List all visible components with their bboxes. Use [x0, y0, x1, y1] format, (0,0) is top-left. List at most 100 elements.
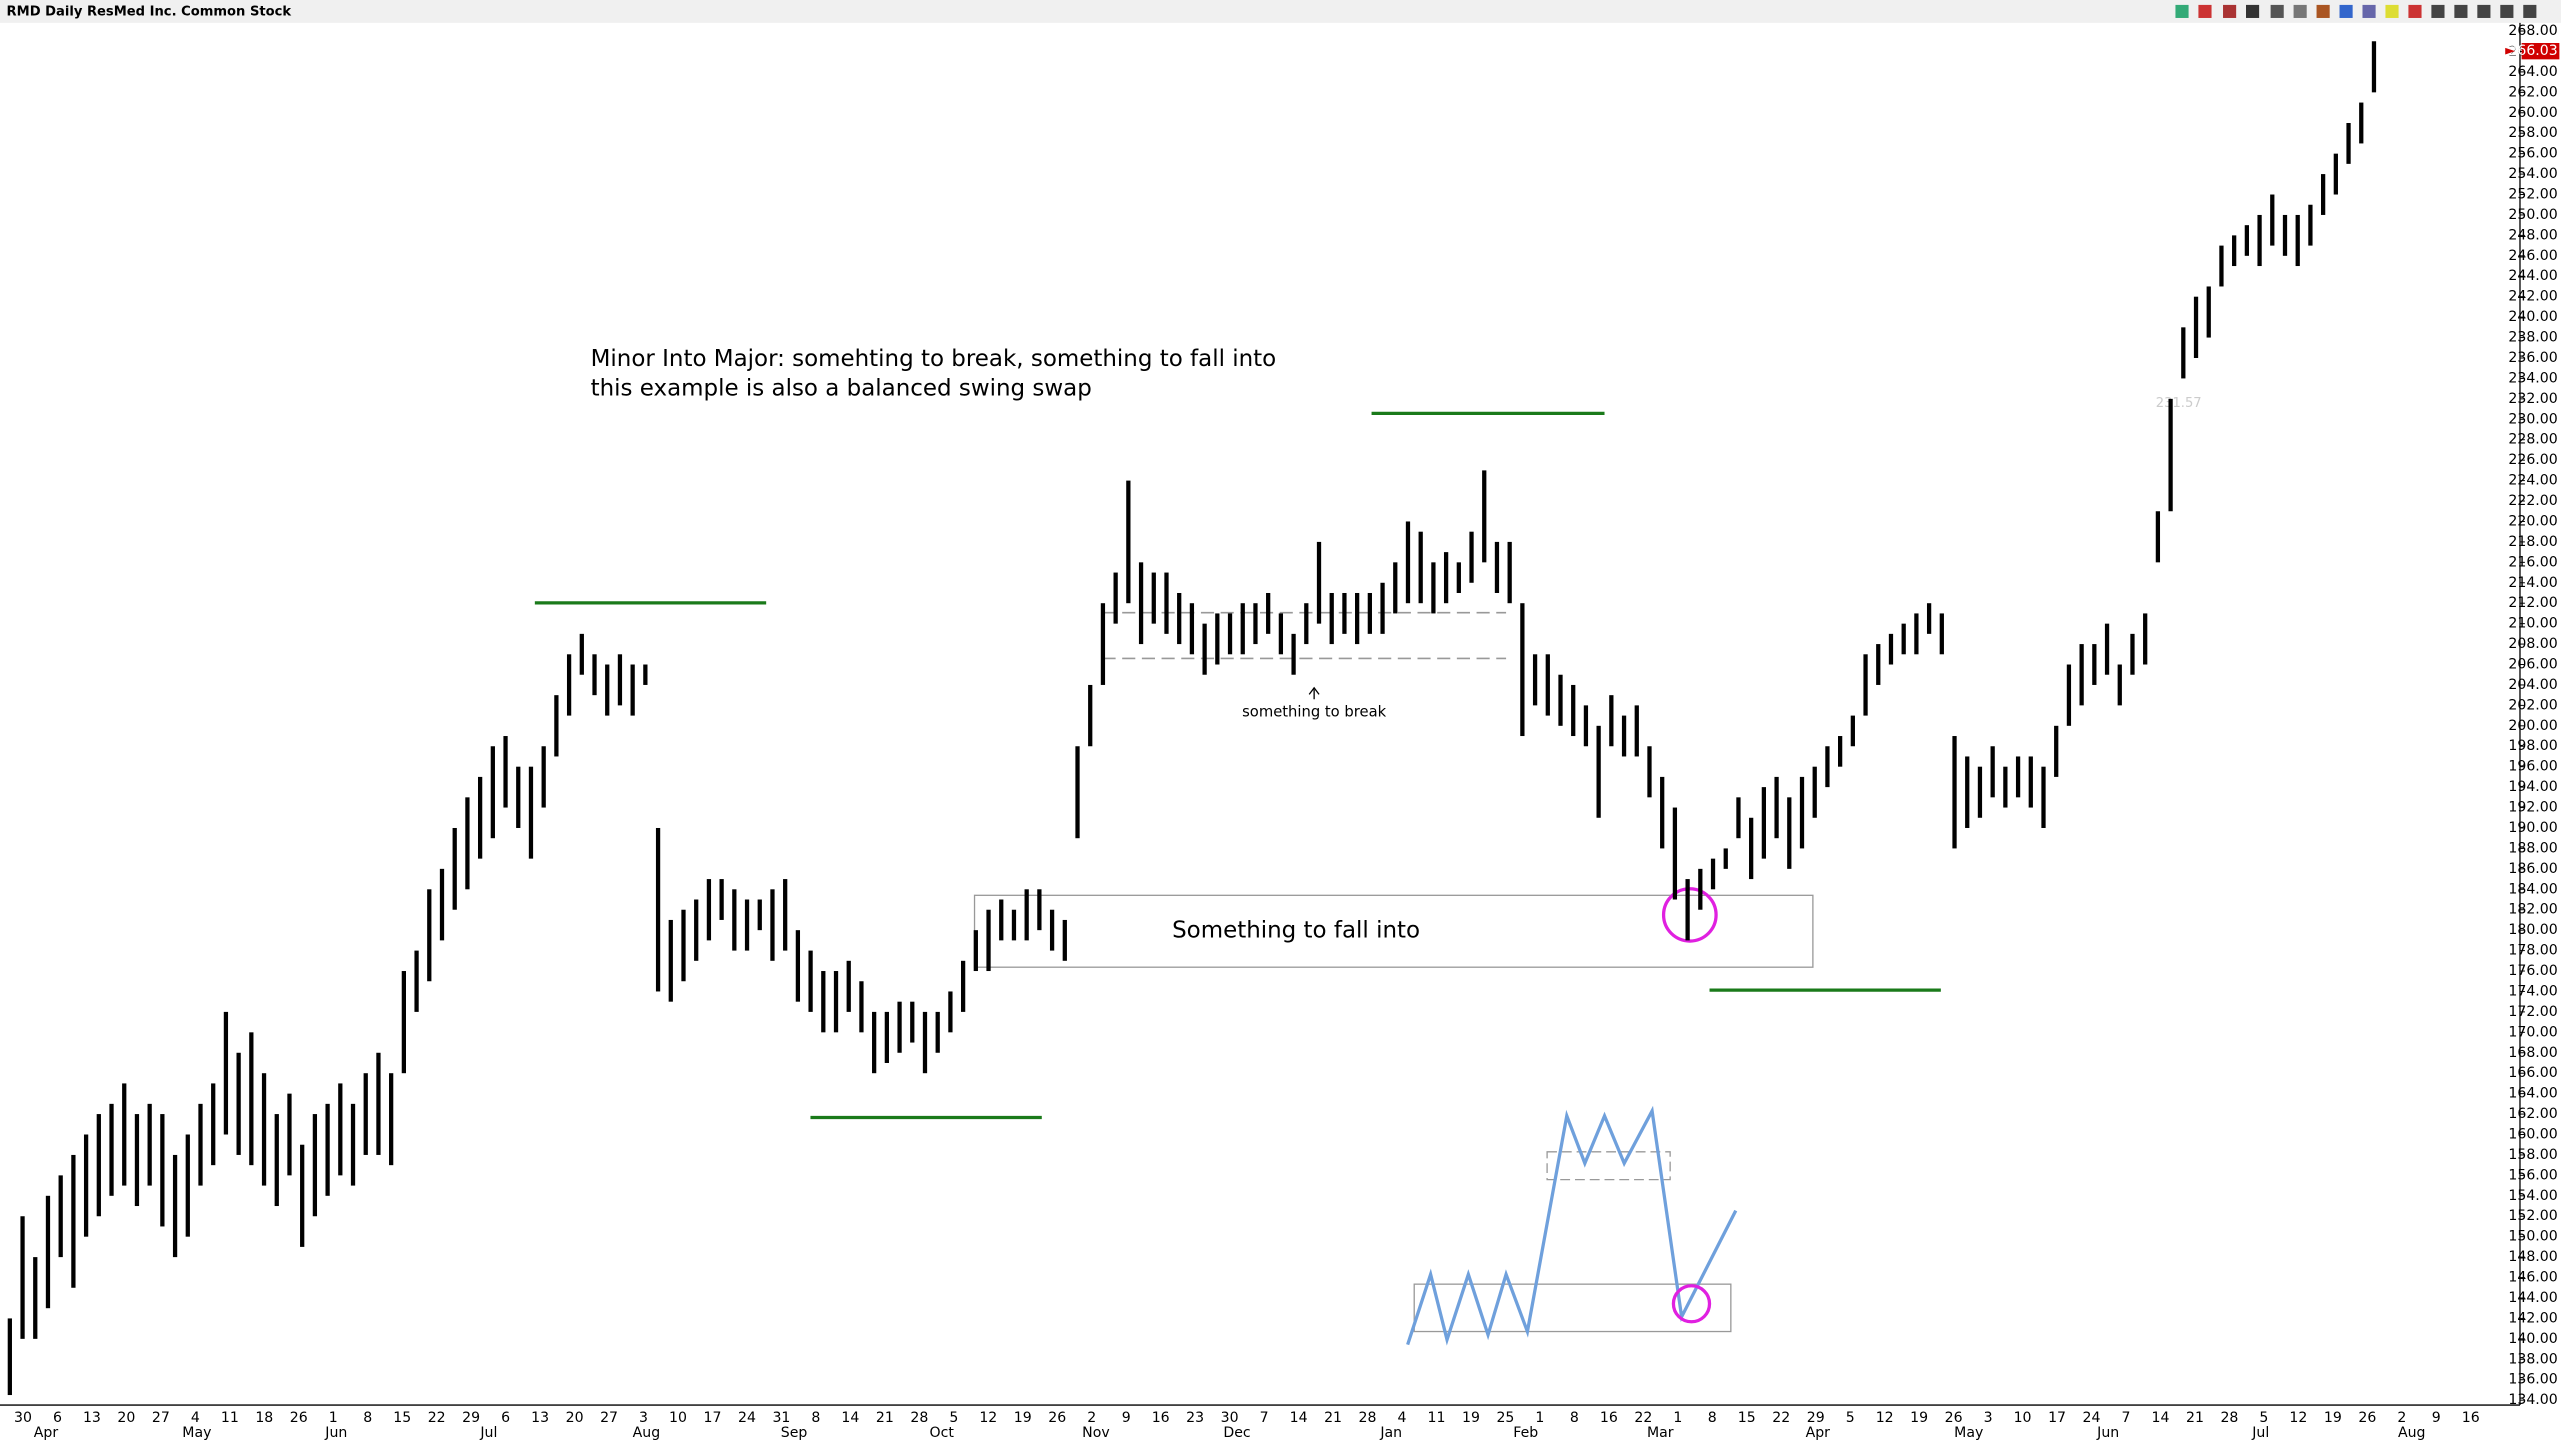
price-bar	[452, 827, 457, 910]
price-bar	[999, 899, 1004, 941]
x-tick-label: 21	[876, 1410, 894, 1426]
y-tick-label: 148.00	[2508, 1249, 2557, 1265]
price-bar	[1405, 521, 1411, 604]
price-bar	[1926, 603, 1932, 634]
y-tick-label: 164.00	[2508, 1086, 2557, 1102]
tool-icon[interactable]	[2339, 4, 2353, 18]
price-bar	[1863, 654, 1868, 716]
price-bar	[1342, 592, 1347, 634]
annotation: this example is also a balanced swing sw…	[591, 375, 1092, 401]
x-tick-label: 4	[191, 1410, 200, 1426]
tool-icon[interactable]	[2270, 4, 2284, 18]
price-bar	[1901, 623, 1906, 655]
tool-icon[interactable]	[2408, 4, 2422, 18]
x-tick-label: 7	[2122, 1410, 2131, 1426]
title-bar	[0, 0, 2561, 23]
x-tick-label: 26	[1945, 1410, 1963, 1426]
price-bar	[1825, 746, 1830, 788]
y-tick-label: 192.00	[2508, 800, 2557, 816]
month-label: Mar	[1647, 1425, 1674, 1441]
price-bar	[2015, 756, 2021, 798]
price-bar	[1278, 613, 1284, 655]
price-bar	[2270, 194, 2275, 246]
tool-icon[interactable]	[2316, 4, 2330, 18]
price-bar	[160, 1114, 165, 1227]
month-label: Oct	[930, 1425, 955, 1441]
tool-icon[interactable]	[2293, 4, 2307, 18]
price-bar	[1914, 613, 1919, 655]
x-tick-label: 1	[1673, 1410, 1682, 1426]
price-bar	[1634, 705, 1639, 757]
x-tick-label: 4	[1398, 1410, 1407, 1426]
price-bar	[643, 664, 648, 685]
price-bar	[1774, 776, 1779, 839]
price-bar	[1571, 684, 1576, 737]
x-tick-label: 26	[2358, 1410, 2376, 1426]
price-bar	[566, 654, 572, 716]
x-tick-label: 15	[393, 1410, 411, 1426]
y-tick-label: 268.00	[2508, 23, 2557, 39]
price-bar	[338, 1083, 343, 1176]
tool-icon[interactable]	[2500, 4, 2514, 18]
price-bar	[261, 1073, 267, 1186]
price-bar	[2181, 327, 2186, 379]
price-bar	[1621, 715, 1627, 757]
tool-icon[interactable]	[2385, 4, 2399, 18]
y-tick-label: 206.00	[2508, 657, 2557, 673]
price-bar	[2041, 766, 2046, 828]
highlight-circle	[1661, 887, 1718, 943]
price-bar	[2346, 122, 2351, 164]
price-bar	[2257, 214, 2262, 267]
x-tick-label: 19	[2324, 1410, 2342, 1426]
tool-icon[interactable]	[2223, 4, 2237, 18]
x-tick-label: 16	[1600, 1410, 1618, 1426]
x-tick-label: 18	[255, 1410, 273, 1426]
price-bar	[414, 950, 419, 1012]
tool-icon[interactable]	[2175, 4, 2189, 18]
y-tick-label: 168.00	[2508, 1045, 2557, 1061]
price-bar	[58, 1175, 63, 1258]
month-label: Jul	[2251, 1425, 2269, 1441]
faint-label: 231.57	[2156, 396, 2202, 411]
x-tick-label: 2	[2397, 1410, 2406, 1426]
y-tick-label: 216.00	[2508, 554, 2557, 570]
x-tick-label: 9	[1122, 1410, 1131, 1426]
price-bar	[2168, 398, 2173, 512]
y-tick-label: 188.00	[2508, 840, 2557, 856]
price-bar	[401, 971, 406, 1074]
x-tick-label: 24	[738, 1410, 756, 1426]
tool-icon[interactable]	[2477, 4, 2491, 18]
price-bar	[1545, 654, 1550, 716]
x-tick-label: 26	[1048, 1410, 1066, 1426]
price-bar	[592, 654, 597, 696]
price-bar	[325, 1103, 330, 1196]
price-bar	[528, 766, 534, 859]
x-tick-label: 15	[1738, 1410, 1756, 1426]
price-bar	[20, 1216, 25, 1339]
y-tick-label: 202.00	[2508, 697, 2557, 713]
y-tick-label: 204.00	[2508, 677, 2557, 693]
price-bar	[2003, 766, 2008, 808]
price-bar	[198, 1103, 203, 1186]
tool-icon[interactable]	[2198, 4, 2212, 18]
price-bar	[71, 1154, 76, 1288]
price-bar	[1227, 613, 1233, 655]
tool-icon[interactable]	[2362, 4, 2376, 18]
price-bar	[1558, 674, 1563, 726]
price-bar	[236, 1052, 241, 1155]
x-tick-label: 19	[1462, 1410, 1480, 1426]
price-bar	[1266, 592, 1271, 634]
price-bar	[757, 899, 762, 931]
price-tag-label: 266.03	[2508, 43, 2557, 59]
price-bar	[2143, 613, 2148, 665]
tool-icon[interactable]	[2246, 4, 2260, 18]
price-bar	[465, 797, 470, 890]
price-bar	[1011, 909, 1017, 941]
month-label: Jun	[324, 1425, 347, 1441]
y-tick-label: 236.00	[2508, 350, 2557, 366]
y-tick-label: 172.00	[2508, 1004, 2557, 1020]
x-tick-label: 17	[704, 1410, 722, 1426]
tool-icon[interactable]	[2431, 4, 2445, 18]
tool-icon[interactable]	[2454, 4, 2468, 18]
tool-icon[interactable]	[2523, 4, 2537, 18]
